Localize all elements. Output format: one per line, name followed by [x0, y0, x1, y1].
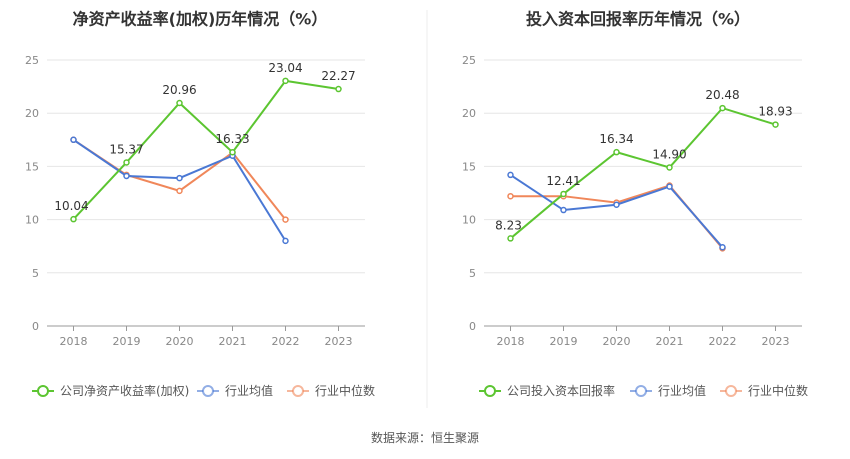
data-point[interactable]: [123, 172, 130, 180]
legend-label: 行业均值: [225, 383, 273, 398]
y-tick-label: 20: [462, 107, 476, 120]
y-tick-label: 25: [25, 54, 39, 67]
data-point[interactable]: [772, 121, 779, 128]
y-tick-label: 15: [462, 160, 476, 173]
y-tick-label: 20: [25, 107, 39, 120]
legend-marker-icon: [484, 385, 496, 397]
data-point[interactable]: [719, 244, 726, 251]
legend-item[interactable]: 行业中位数: [720, 383, 808, 398]
data-point[interactable]: [560, 206, 567, 214]
data-point[interactable]: [719, 104, 726, 112]
x-tick-label: 2018: [497, 335, 525, 348]
data-point[interactable]: [507, 235, 514, 242]
x-tick-label: 2021: [656, 335, 684, 348]
roic-chart-panel: 投入资本回报率历年情况（%） 0 5 10 15 20 25 2018 2019 2020 2021…: [462, 10, 808, 399]
chart-title: 净资产收益率(加权)历年情况（%）: [73, 10, 328, 29]
y-tick-label: 15: [25, 160, 39, 173]
data-point[interactable]: [666, 183, 673, 190]
x-tick-label: 2019: [550, 335, 578, 348]
x-tick-label: 2023: [762, 335, 790, 348]
data-point[interactable]: [560, 190, 567, 198]
series-line: [72, 79, 339, 220]
legend-label: 行业中位数: [315, 383, 375, 398]
legend-item[interactable]: 行业中位数: [287, 383, 375, 398]
legend-marker-icon: [635, 385, 647, 397]
y-tick-label: 10: [462, 214, 476, 227]
y-tick-label: 5: [32, 267, 39, 280]
data-point[interactable]: [507, 171, 514, 179]
y-tick-label: 10: [25, 214, 39, 227]
data-point[interactable]: [123, 159, 130, 166]
legend-item[interactable]: 公司投入资本回报率: [479, 383, 615, 398]
data-point[interactable]: [176, 187, 183, 195]
data-point[interactable]: [666, 164, 673, 171]
x-tick-label: 2020: [603, 335, 631, 348]
data-label: 8.23: [495, 218, 522, 232]
data-label: 20.96: [162, 83, 196, 97]
chart-title: 投入资本回报率历年情况（%）: [526, 10, 750, 29]
series-line: [509, 106, 776, 240]
x-tick-label: 2020: [166, 335, 194, 348]
data-label: 18.93: [758, 105, 792, 119]
legend-marker-icon: [725, 385, 737, 397]
x-tick-label: 2022: [709, 335, 737, 348]
legend-marker-icon: [37, 385, 49, 397]
y-tick-label: 0: [469, 320, 476, 333]
data-point[interactable]: [282, 216, 289, 223]
roe-chart-panel: 净资产收益率(加权)历年情况（%） 0 5 10 15 20 25 2018 2019 2020 2…: [25, 10, 375, 399]
data-label: 12.41: [546, 174, 580, 188]
legend-marker-icon: [202, 385, 214, 397]
x-tick-label: 2018: [60, 335, 88, 348]
data-point[interactable]: [613, 148, 620, 156]
data-point[interactable]: [282, 77, 289, 85]
x-tick-label: 2022: [272, 335, 300, 348]
data-label: 10.04: [54, 199, 88, 213]
legend-item[interactable]: 公司净资产收益率(加权): [32, 383, 189, 398]
data-label: 23.04: [268, 61, 302, 75]
y-tick-label: 0: [32, 320, 39, 333]
legend-label: 公司投入资本回报率: [507, 383, 615, 398]
data-label: 15.37: [109, 142, 143, 156]
data-label: 16.34: [599, 132, 633, 146]
source-note: 数据来源：恒生聚源: [371, 430, 479, 445]
legend-label: 行业中位数: [748, 383, 808, 398]
x-tick-label: 2021: [219, 335, 247, 348]
data-point[interactable]: [613, 201, 620, 208]
legend-item[interactable]: 行业均值: [197, 383, 273, 398]
data-point[interactable]: [70, 136, 77, 144]
legend-label: 行业均值: [658, 383, 706, 398]
data-label: 20.48: [705, 88, 739, 102]
legend-marker-icon: [292, 385, 304, 397]
legend-label: 公司净资产收益率(加权): [60, 383, 189, 398]
data-label: 22.27: [321, 69, 355, 83]
data-label: 16.33: [215, 132, 249, 146]
data-point[interactable]: [176, 99, 183, 107]
y-tick-label: 25: [462, 54, 476, 67]
y-tick-label: 5: [469, 267, 476, 280]
data-point[interactable]: [507, 192, 514, 200]
data-point[interactable]: [70, 215, 77, 223]
data-label: 14.90: [652, 147, 686, 161]
legend-item[interactable]: 行业均值: [630, 383, 706, 398]
data-point[interactable]: [176, 174, 183, 182]
data-point[interactable]: [335, 85, 342, 93]
data-point[interactable]: [282, 237, 289, 245]
data-point[interactable]: [229, 148, 236, 156]
x-tick-label: 2019: [113, 335, 141, 348]
x-tick-label: 2023: [325, 335, 353, 348]
